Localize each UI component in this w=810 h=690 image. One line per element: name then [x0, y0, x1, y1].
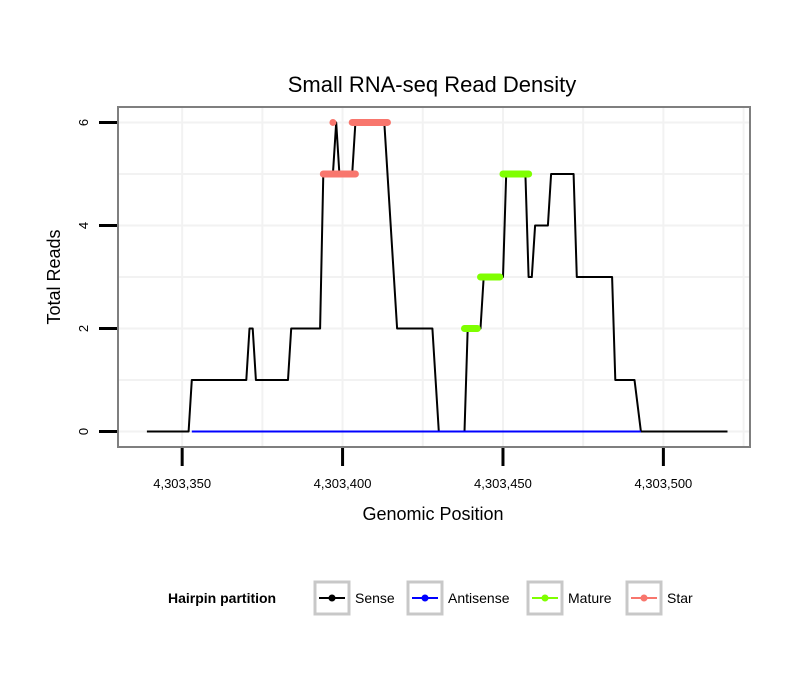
- grid: [118, 107, 750, 447]
- legend-item-star: Star: [625, 580, 693, 616]
- x-tick-label: 4,303,500: [634, 476, 692, 491]
- legend-label: Mature: [568, 590, 612, 606]
- series-layer: [146, 118, 728, 433]
- legend-key-point: [421, 594, 429, 602]
- x-tick-label: 4,303,350: [153, 476, 211, 491]
- y-tick-label: 6: [76, 119, 91, 126]
- legend-item-mature: Mature: [526, 580, 612, 616]
- legend: Hairpin partition Sense Antisense Mature St…: [168, 580, 693, 616]
- series-mature: [460, 170, 533, 333]
- x-axis-title: Genomic Position: [362, 504, 503, 524]
- legend-label: Antisense: [448, 590, 510, 606]
- y-tick-label: 2: [76, 325, 91, 332]
- y-axis-title: Total Reads: [44, 229, 64, 324]
- legend-key-point: [541, 594, 549, 602]
- y-tick-label: 0: [76, 428, 91, 435]
- legend-title: Hairpin partition: [168, 590, 276, 606]
- series-star: [319, 118, 391, 178]
- legend-label: Star: [667, 590, 693, 606]
- x-tick-label: 4,303,400: [314, 476, 372, 491]
- legend-label: Sense: [355, 590, 395, 606]
- y-tick-label: 4: [76, 222, 91, 229]
- x-tick-label: 4,303,450: [474, 476, 532, 491]
- axes: 0 2 4 6 4,303,350 4,303,400 4,303,450 4,303,500: [76, 119, 692, 491]
- legend-key-point: [640, 594, 648, 602]
- legend-item-sense: Sense: [313, 580, 395, 616]
- plot-border: [117, 106, 751, 448]
- chart-title: Small RNA-seq Read Density: [288, 72, 577, 97]
- legend-item-antisense: Antisense: [406, 580, 510, 616]
- legend-key-point: [328, 594, 336, 602]
